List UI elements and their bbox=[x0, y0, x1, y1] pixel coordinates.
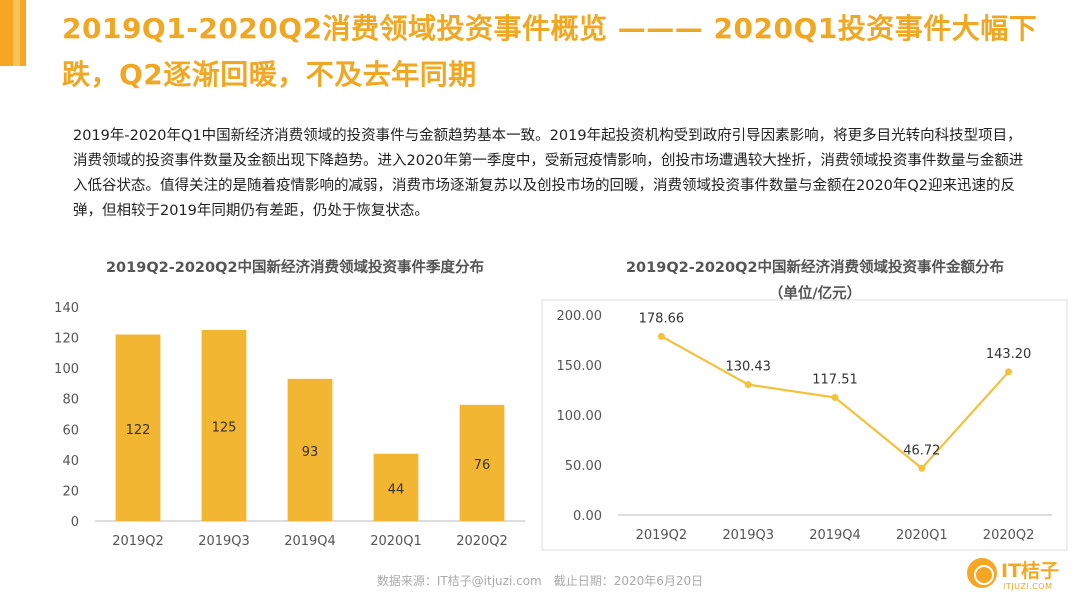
bar-x-tick-label: 2019Q3 bbox=[198, 534, 250, 549]
bar bbox=[459, 404, 505, 521]
line-y-tick-label: 100.00 bbox=[557, 409, 603, 424]
orange-icon bbox=[967, 558, 997, 588]
line-y-tick-label: 200.00 bbox=[557, 309, 603, 324]
bar bbox=[287, 378, 333, 521]
line-y-tick-label: 0.00 bbox=[573, 509, 602, 524]
line-y-tick-label: 150.00 bbox=[557, 359, 603, 374]
line-y-tick-label: 50.00 bbox=[565, 459, 602, 474]
series-line bbox=[660, 335, 1010, 470]
line-chart-border bbox=[541, 299, 1068, 551]
bar-y-tick-label: 100 bbox=[54, 362, 79, 377]
logo-url: ITJUZI.COM bbox=[1003, 582, 1053, 591]
line-point bbox=[744, 381, 752, 389]
line-x-tick-label: 2019Q2 bbox=[636, 528, 688, 543]
bar-value-label: 76 bbox=[474, 458, 491, 473]
line-value-label: 117.51 bbox=[812, 372, 858, 387]
line-x-tick-label: 2019Q4 bbox=[809, 528, 861, 543]
bar-value-label: 93 bbox=[302, 445, 319, 460]
bar bbox=[115, 334, 161, 521]
bar-x-tick-label: 2020Q2 bbox=[456, 534, 508, 549]
line-point bbox=[657, 332, 665, 340]
bar-y-tick-label: 0 bbox=[71, 515, 79, 530]
data-source-note: 数据来源：IT桔子@itjuzi.com 截止日期：2020年6月20日 bbox=[376, 574, 704, 588]
accent-bar bbox=[0, 0, 26, 66]
line-point bbox=[831, 393, 839, 401]
bar-y-tick-label: 80 bbox=[62, 393, 79, 408]
line-chart-title: 2019Q2-2020Q2中国新经济消费领域投资事件金额分布 bbox=[625, 260, 1005, 276]
bar-y-tick-label: 120 bbox=[54, 332, 79, 347]
description-paragraph: 2019年-2020年Q1中国新经济消费领域的投资事件与金额趋势基本一致。201… bbox=[73, 128, 1024, 219]
bar-y-tick-label: 20 bbox=[62, 484, 79, 499]
line-x-tick-label: 2019Q3 bbox=[722, 528, 774, 543]
brand-logo: IT桔子 ITJUZI.COM bbox=[967, 554, 1077, 602]
line-chart-subtitle: （单位/亿元） bbox=[768, 286, 862, 302]
line-x-tick-label: 2020Q2 bbox=[983, 528, 1035, 543]
bar-chart-title: 2019Q2-2020Q2中国新经济消费领域投资事件季度分布 bbox=[105, 260, 485, 276]
line-value-label: 143.20 bbox=[986, 347, 1032, 362]
bar-x-tick-label: 2020Q1 bbox=[370, 534, 422, 549]
line-value-label: 46.72 bbox=[903, 443, 940, 458]
bar bbox=[373, 453, 419, 521]
line-value-label: 130.43 bbox=[725, 360, 771, 375]
bar-y-tick-label: 40 bbox=[62, 454, 79, 469]
logo-name: IT桔子 bbox=[1001, 560, 1060, 582]
line-x-tick-label: 2020Q1 bbox=[896, 528, 948, 543]
bar-x-tick-label: 2019Q4 bbox=[284, 534, 336, 549]
bar-value-label: 125 bbox=[212, 420, 237, 435]
bar-value-label: 44 bbox=[388, 482, 405, 497]
line-point bbox=[1005, 368, 1013, 376]
line-value-label: 178.66 bbox=[639, 311, 685, 326]
bar-value-label: 122 bbox=[126, 423, 151, 438]
bar-x-tick-label: 2019Q2 bbox=[112, 534, 164, 549]
bar-y-tick-label: 60 bbox=[62, 423, 79, 438]
page-title: 2019Q1-2020Q2消费领域投资事件概览 ——— 2020Q1投资事件大幅… bbox=[62, 12, 1038, 91]
bar bbox=[201, 329, 247, 521]
line-point bbox=[918, 464, 926, 472]
bar-y-tick-label: 140 bbox=[54, 301, 79, 316]
